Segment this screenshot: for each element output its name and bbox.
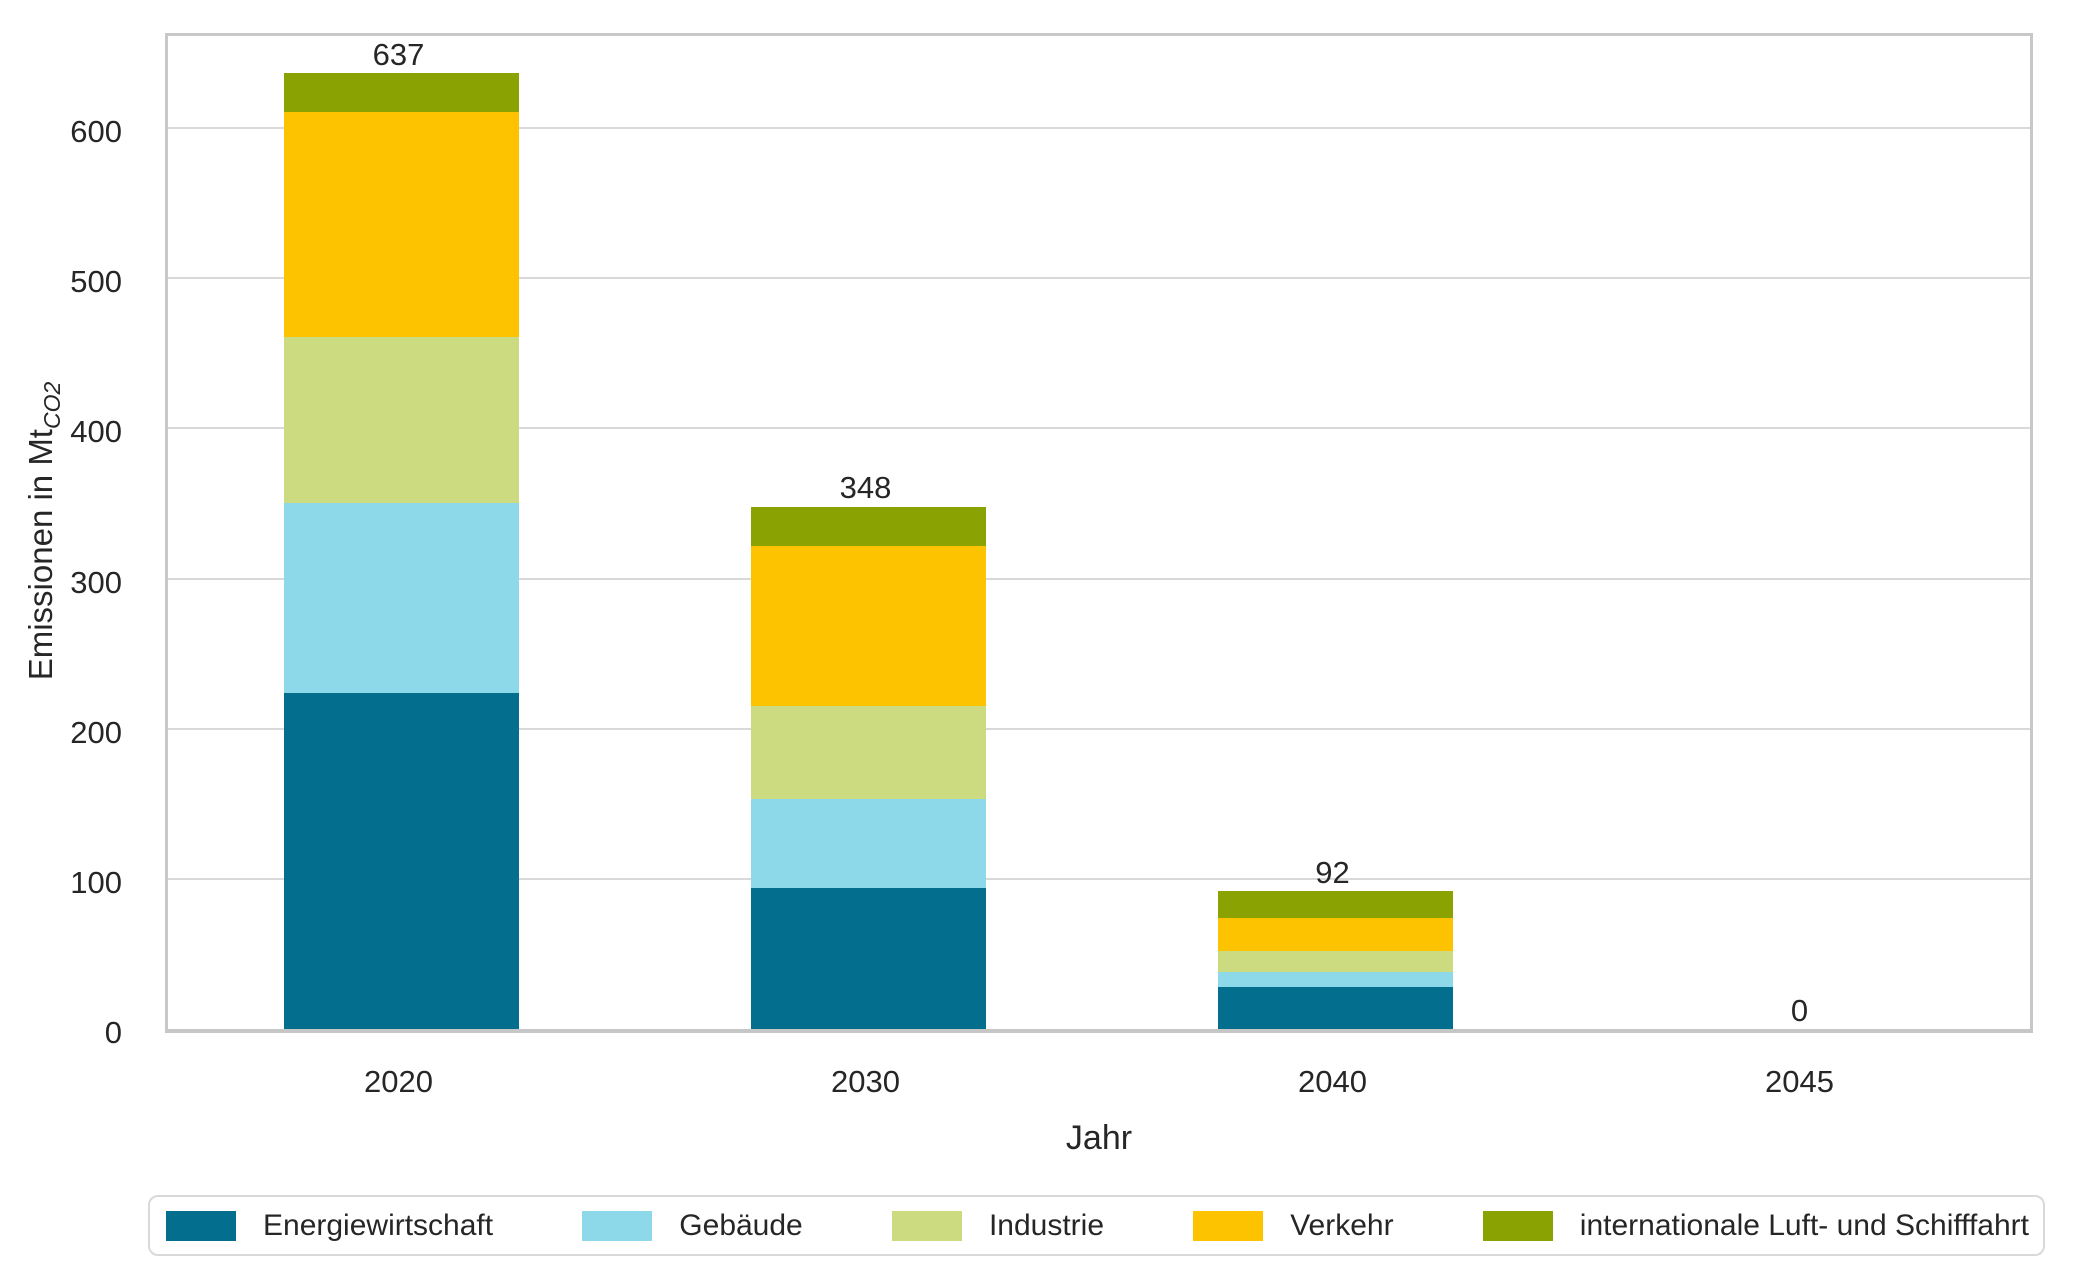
- y-tick-label-200: 200: [70, 714, 122, 750]
- gridline-400: [168, 427, 2030, 430]
- x-tick-label-2040: 2040: [1298, 1064, 1367, 1099]
- bar-segment-2020-verkehr: [284, 111, 519, 337]
- bar-2040: [1218, 890, 1453, 1029]
- bar-segment-2040-gebäude: [1218, 971, 1453, 987]
- y-tick-label-0: 0: [104, 1015, 122, 1050]
- bar-total-label-2040: 92: [1315, 854, 1350, 890]
- x-axis-title: Jahr: [1065, 1119, 1133, 1157]
- legend-swatch-gebäude: [582, 1210, 653, 1241]
- bar-segment-2030-industrie: [751, 706, 986, 800]
- bar-total-label-2020: 637: [372, 36, 425, 72]
- y-tick-label-500: 500: [70, 264, 122, 300]
- y-tick-label-100: 100: [70, 864, 122, 900]
- bar-segment-2030-gebäude: [751, 799, 986, 888]
- y-tick-label-400: 400: [70, 414, 122, 450]
- legend-swatch-energiewirtschaft: [166, 1210, 236, 1241]
- gridline-100: [168, 877, 2030, 880]
- bar-total-label-2045: 0: [1790, 993, 1809, 1028]
- x-tick-label-2045: 2045: [1765, 1064, 1834, 1099]
- legend-label-gebäude: Gebäude: [679, 1208, 803, 1242]
- bar-segment-2030-energiewirtschaft: [751, 887, 986, 1029]
- y-tick-label-600: 600: [70, 114, 122, 150]
- legend-item-industrie: Industrie: [891, 1208, 1105, 1243]
- legend-item-internationale-luft-und-schifffahrt: internationale Luft- und Schifffahrt: [1482, 1208, 2029, 1243]
- bar-segment-2020-industrie: [284, 336, 519, 504]
- gridline-600: [168, 127, 2030, 130]
- x-tick-label-2030: 2030: [831, 1064, 900, 1099]
- legend-item-verkehr: Verkehr: [1193, 1208, 1394, 1243]
- gridline-300: [168, 577, 2030, 580]
- legend-swatch-internationale-luft-und-schifffahrt: [1482, 1210, 1553, 1241]
- gridline-200: [168, 727, 2030, 730]
- legend-swatch-verkehr: [1193, 1210, 1264, 1241]
- bar-total-label-2030: 348: [839, 470, 892, 506]
- bar-segment-2040-energiewirtschaft: [1218, 986, 1453, 1029]
- legend: Energiewirtschaft Gebäude Industrie Verkehr…: [148, 1195, 2045, 1256]
- bar-segment-2020-internationale-luft-und-schifffahrt: [284, 72, 519, 112]
- bar-segment-2040-industrie: [1218, 950, 1453, 972]
- y-tick-label-300: 300: [70, 564, 122, 600]
- bar-segment-2030-internationale-luft-und-schifffahrt: [751, 506, 986, 546]
- bar-segment-2020-energiewirtschaft: [284, 692, 519, 1029]
- legend-swatch-industrie: [891, 1210, 962, 1241]
- bar-segment-2040-internationale-luft-und-schifffahrt: [1218, 890, 1453, 918]
- x-tick-label-2020: 2020: [364, 1064, 433, 1099]
- bar-segment-2040-verkehr: [1218, 917, 1453, 951]
- bar-2030: [751, 506, 986, 1029]
- legend-label-internationale-luft-und-schifffahrt: internationale Luft- und Schifffahrt: [1579, 1208, 2029, 1242]
- bar-2020: [284, 72, 519, 1029]
- bar-segment-2030-verkehr: [751, 545, 986, 707]
- gridline-500: [168, 277, 2030, 280]
- legend-label-industrie: Industrie: [988, 1208, 1105, 1242]
- legend-label-energiewirtschaft: Energiewirtschaft: [263, 1208, 494, 1242]
- legend-label-verkehr: Verkehr: [1290, 1208, 1394, 1242]
- legend-item-gebäude: Gebäude: [582, 1208, 803, 1243]
- y-axis-title-text: Emissionen in Mt: [22, 429, 60, 681]
- plot-area: [165, 33, 2033, 1033]
- bar-segment-2020-gebäude: [284, 503, 519, 693]
- legend-item-energiewirtschaft: Energiewirtschaft: [166, 1209, 493, 1243]
